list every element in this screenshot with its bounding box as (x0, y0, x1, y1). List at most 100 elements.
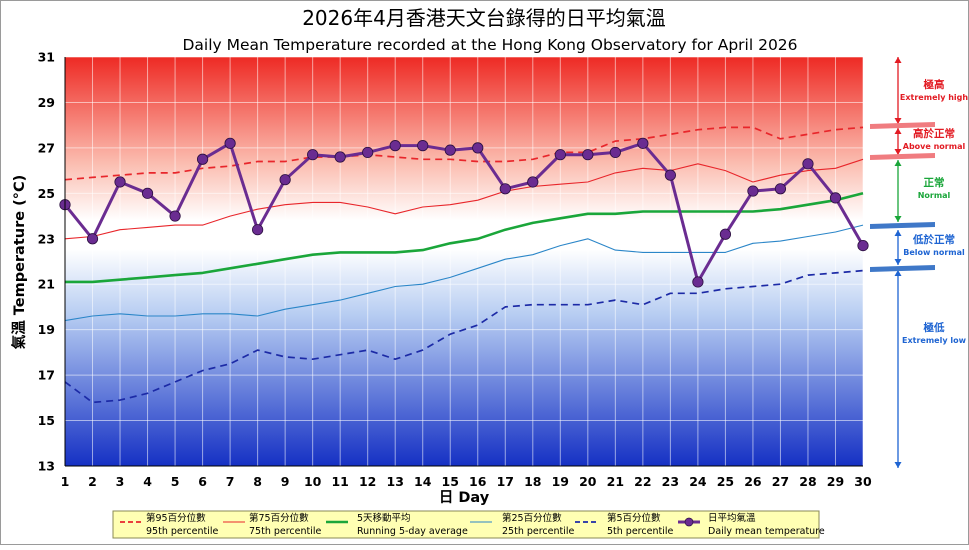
data-point (334, 151, 346, 163)
x-tick-label: 2 (88, 474, 97, 489)
data-point (802, 158, 814, 170)
legend-label-zh: 第5百分位數 (607, 512, 661, 524)
chart-title: Daily Mean Temperature recorded at the H… (182, 36, 797, 54)
legend-label-zh: 日平均氣溫 (708, 512, 756, 524)
legend-label-zh: 第25百分位數 (502, 512, 562, 524)
x-tick-label: 27 (772, 474, 789, 489)
data-point (527, 176, 539, 188)
scale-arrow-extremely-low-head-down (894, 462, 902, 468)
x-tick-label: 14 (414, 474, 432, 489)
data-point (86, 233, 99, 245)
x-tick-label: 4 (143, 474, 152, 489)
y-tick-label: 17 (38, 368, 55, 383)
scale-label-en: Extremely high (900, 93, 968, 102)
y-tick-label: 21 (38, 277, 55, 292)
x-tick-label: 3 (116, 474, 125, 489)
legend-label-en: 75th percentile (249, 526, 322, 537)
x-tick-label: 10 (304, 474, 322, 489)
scale-label-zh: 低於正常 (912, 233, 955, 246)
data-point (747, 185, 759, 197)
y-axis-label: 氣溫 Temperature (°C) (10, 175, 28, 350)
scale-arrow-extremely-high-head-up (894, 57, 902, 63)
x-tick-label: 12 (359, 474, 376, 489)
scale-label-zh: 高於正常 (913, 127, 955, 140)
legend-label-en: Running 5-day average (357, 526, 468, 537)
chart-title-zh: 2026年4月香港天文台錄得的日平均氣溫 (302, 6, 666, 30)
scale-arrow-above-normal-head-up (894, 128, 902, 134)
series-line-2 (65, 192, 864, 284)
x-tick-label: 23 (662, 474, 679, 489)
scale-separator (870, 122, 935, 129)
x-tick-label: 28 (799, 474, 816, 489)
legend-label-en: 5th percentile (607, 526, 673, 537)
data-point (252, 224, 264, 236)
plot-background (65, 57, 863, 466)
x-tick-label: 6 (198, 474, 207, 489)
x-tick-label: 8 (253, 474, 262, 489)
scale-arrow-above-normal-head-down (894, 149, 902, 155)
x-tick-label: 24 (689, 474, 707, 489)
x-tick-label: 29 (827, 474, 844, 489)
y-tick-label: 27 (38, 140, 55, 155)
legend-box (112, 510, 820, 539)
data-point (307, 149, 319, 161)
series-line-3 (64, 224, 864, 322)
scale-arrow-normal-head-down (894, 216, 902, 222)
scale-arrow-extremely-high-head-down (894, 118, 902, 124)
legend-label-en: 95th percentile (146, 526, 219, 537)
scale-label-en: Above normal (903, 142, 966, 151)
y-tick-label: 31 (38, 50, 55, 65)
axes: 1 2 3 4 5 6 7 8 9 10 11 12 13 14 15 16 17 18 19 20 21 22 23 24 2… (38, 50, 872, 490)
scale-label-en: Extremely low (902, 336, 967, 345)
scale-arrow-below-normal-head-up (894, 230, 902, 236)
scale-label-zh: 極高 (924, 78, 945, 91)
series-line-1 (64, 158, 864, 240)
scale-separator (870, 153, 935, 160)
scale-arrow-normal-head-up (894, 160, 902, 166)
series-line-4 (64, 269, 864, 404)
series-layer (59, 126, 869, 404)
y-tick-label: 25 (38, 186, 55, 201)
legend-label-zh: 5天移動平均 (357, 512, 411, 524)
data-point (664, 169, 676, 181)
x-tick-label: 16 (469, 474, 487, 489)
data-point (719, 228, 732, 240)
data-point (692, 276, 704, 288)
x-tick-label: 17 (497, 474, 514, 489)
data-point (499, 183, 511, 195)
data-point (637, 137, 649, 149)
x-tick-label: 20 (579, 474, 597, 489)
legend-label-en: 25th percentile (502, 526, 575, 537)
x-tick-label: 22 (634, 474, 651, 489)
scale-label-zh: 極低 (924, 321, 945, 334)
data-point (857, 239, 869, 252)
data-point (362, 146, 374, 159)
y-tick-label: 23 (38, 231, 55, 246)
scale-separator (870, 265, 935, 272)
data-point (582, 149, 594, 161)
x-tick-label: 1 (61, 474, 70, 489)
legend-label-zh: 第75百分位數 (249, 512, 309, 524)
data-point (141, 187, 154, 199)
x-tick-label: 21 (607, 474, 624, 489)
legend-marker (684, 517, 694, 527)
scale-label-zh: 正常 (924, 176, 945, 189)
data-point (279, 174, 291, 186)
scale-label-en: Normal (918, 191, 951, 200)
x-tick-label: 25 (717, 474, 734, 489)
data-point (389, 140, 401, 152)
scale-separator (870, 222, 935, 229)
x-tick-label: 13 (387, 474, 404, 489)
x-tick-label: 18 (524, 474, 541, 489)
x-axis-label: 日 Day (439, 489, 490, 506)
x-tick-label: 26 (744, 474, 762, 489)
legend-label-en: Daily mean temperature (708, 526, 825, 537)
series-line-5 (63, 141, 865, 284)
x-tick-label: 11 (331, 474, 348, 489)
data-point (609, 146, 621, 159)
x-tick-label: 15 (442, 474, 459, 489)
data-point (774, 183, 787, 195)
